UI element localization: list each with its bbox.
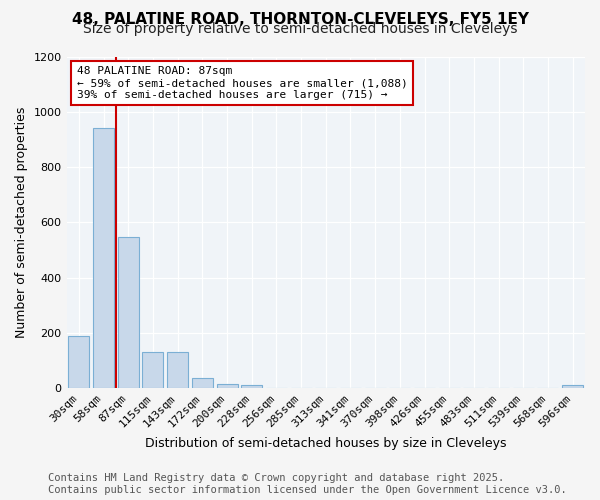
Text: 48 PALATINE ROAD: 87sqm
← 59% of semi-detached houses are smaller (1,088)
39% of: 48 PALATINE ROAD: 87sqm ← 59% of semi-de… — [77, 66, 407, 100]
Y-axis label: Number of semi-detached properties: Number of semi-detached properties — [15, 106, 28, 338]
X-axis label: Distribution of semi-detached houses by size in Cleveleys: Distribution of semi-detached houses by … — [145, 437, 506, 450]
Bar — [192, 378, 213, 388]
Text: Size of property relative to semi-detached houses in Cleveleys: Size of property relative to semi-detach… — [83, 22, 517, 36]
Text: 48, PALATINE ROAD, THORNTON-CLEVELEYS, FY5 1EY: 48, PALATINE ROAD, THORNTON-CLEVELEYS, F… — [71, 12, 529, 28]
Bar — [93, 128, 114, 388]
Bar — [241, 386, 262, 388]
Bar — [217, 384, 238, 388]
Bar — [167, 352, 188, 388]
Text: Contains HM Land Registry data © Crown copyright and database right 2025.
Contai: Contains HM Land Registry data © Crown c… — [48, 474, 567, 495]
Bar — [142, 352, 163, 388]
Bar — [68, 336, 89, 388]
Bar — [562, 386, 583, 388]
Bar — [118, 238, 139, 388]
